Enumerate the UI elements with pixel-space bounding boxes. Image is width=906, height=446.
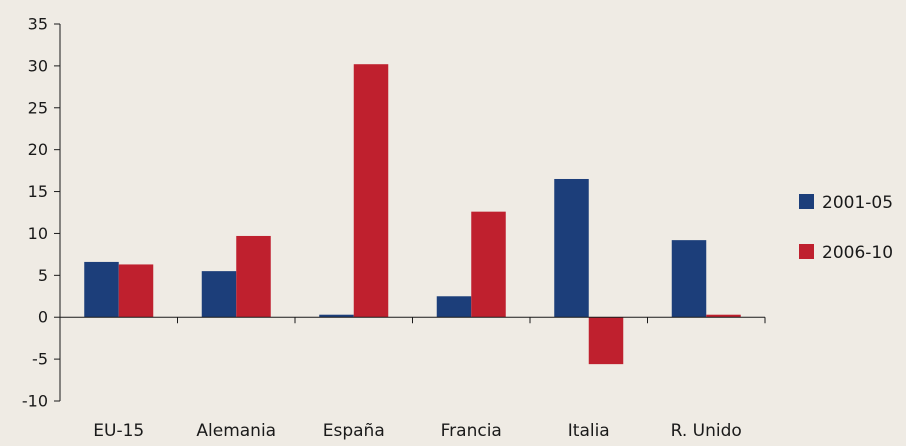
bar-2001-05-eu-15 (84, 261, 119, 318)
x-category-label: España (323, 421, 385, 441)
x-axis: EU-15 Alemania España Francia Italia R. Unido (60, 316, 766, 441)
bar-2006-10-francia (471, 211, 506, 318)
bar-2001-05-alemania (201, 271, 237, 318)
x-category-label: Alemania (196, 421, 276, 441)
bar-2006-10-eu-15 (118, 264, 154, 318)
bar-2001-05-francia (436, 296, 472, 318)
legend-label: 2006-10 (822, 243, 893, 263)
bar-2006-10-italia (588, 317, 624, 365)
bar-2001-05-italia (554, 178, 589, 318)
legend: 2001-05 2006-10 (799, 193, 893, 263)
bar-2001-05-r-unido (671, 240, 707, 318)
y-tick-label: -5 (32, 350, 48, 369)
x-category-label: Italia (568, 421, 610, 441)
bar-2006-10-alemania (236, 235, 271, 318)
x-category-label: EU-15 (93, 421, 144, 441)
y-axis: 35 30 25 20 15 10 5 0 -5 -10 (22, 15, 61, 411)
y-tick-label: 0 (38, 308, 48, 327)
bars (84, 64, 741, 365)
y-tick-label: 25 (28, 98, 48, 117)
y-tick-label: 35 (28, 15, 48, 34)
bar-2006-10-espa-a (353, 64, 389, 318)
y-tick-label: 20 (28, 140, 48, 159)
y-tick-label: -10 (22, 392, 48, 411)
bar-2001-05-espa-a (319, 314, 354, 318)
y-tick-label: 15 (28, 182, 48, 201)
y-tick-label: 30 (28, 56, 48, 75)
legend-swatch (799, 194, 814, 209)
y-tick-label: 10 (28, 224, 48, 243)
x-category-label: R. Unido (671, 421, 742, 441)
legend-label: 2001-05 (822, 193, 893, 213)
y-tick-label: 5 (38, 266, 48, 285)
legend-swatch (799, 244, 814, 259)
bar-2006-10-r-unido (706, 314, 741, 318)
x-category-label: Francia (441, 421, 502, 441)
